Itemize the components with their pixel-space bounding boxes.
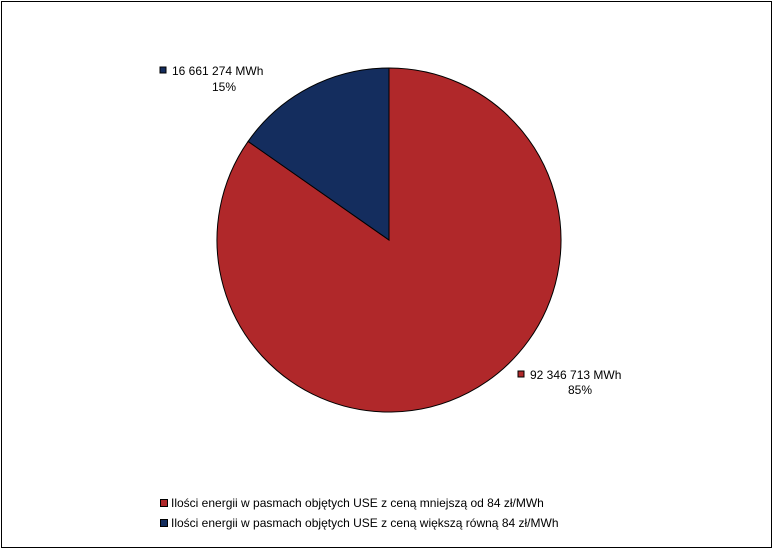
legend-swatch <box>160 499 168 507</box>
legend: Ilości energii w pasmach objętych USE z … <box>160 493 559 533</box>
pie-slice-2 <box>247 67 390 241</box>
pie-slices <box>216 67 562 413</box>
data-label-slice-1: 92 346 713 MWh 85% <box>517 368 621 397</box>
data-label-percent: 85% <box>568 383 592 397</box>
legend-item: Ilości energii w pasmach objętych USE z … <box>160 493 559 513</box>
legend-item: Ilości energii w pasmach objętych USE z … <box>160 513 559 533</box>
data-label-swatch <box>159 66 167 74</box>
data-label-value: 16 661 274 MWh <box>172 64 263 78</box>
data-label-value: 92 346 713 MWh <box>530 368 621 382</box>
legend-swatch <box>160 519 168 527</box>
legend-label: Ilości energii w pasmach objętych USE z … <box>171 496 544 510</box>
data-label-swatch <box>517 370 525 378</box>
data-label-percent: 15% <box>212 80 236 94</box>
legend-label: Ilości energii w pasmach objętych USE z … <box>171 516 559 530</box>
data-label-slice-2: 16 661 274 MWh 15% <box>159 64 263 94</box>
